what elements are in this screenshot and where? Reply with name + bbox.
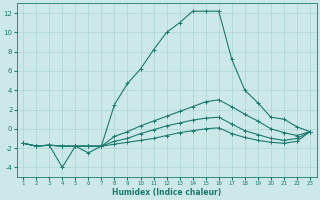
X-axis label: Humidex (Indice chaleur): Humidex (Indice chaleur) (112, 188, 221, 197)
